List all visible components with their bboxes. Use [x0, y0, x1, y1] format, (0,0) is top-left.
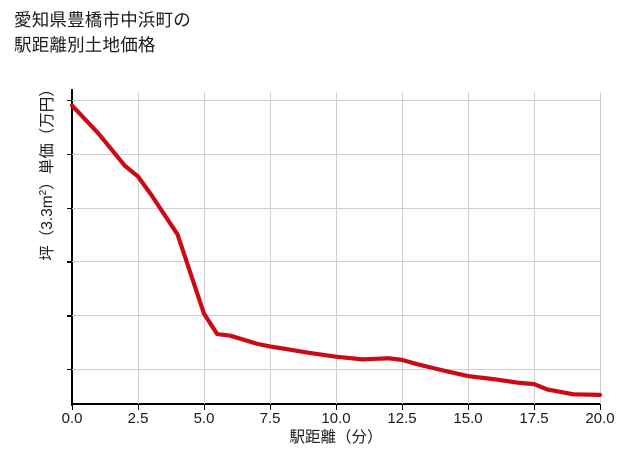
gridline-vertical	[468, 92, 469, 404]
x-tick-mark	[270, 405, 272, 410]
x-tick-label: 20.0	[585, 410, 615, 427]
y-tick-mark	[67, 261, 72, 263]
gridline-vertical	[270, 92, 271, 404]
x-tick-mark	[138, 405, 140, 410]
y-tick-mark	[67, 207, 72, 210]
x-tick-mark	[204, 405, 206, 410]
gridline-vertical	[534, 92, 535, 404]
x-tick-mark	[534, 405, 536, 410]
gridline-vertical	[402, 92, 403, 404]
x-tick-mark	[336, 405, 338, 410]
x-tick-label: 17.5	[519, 410, 549, 427]
x-tick-mark	[72, 405, 74, 410]
y-axis-label-superscript: 2	[37, 189, 49, 196]
gridline-vertical	[600, 92, 601, 404]
x-tick-label: 12.5	[387, 410, 417, 427]
y-tick-mark	[67, 369, 72, 371]
x-tick-label: 10.0	[321, 410, 351, 427]
x-axis-label: 駅距離（分）	[289, 429, 383, 446]
x-tick-label: 0.0	[61, 410, 83, 427]
x-tick-mark	[600, 405, 602, 410]
plot-area: 272829303132 0.02.55.07.510.012.515.017.…	[62, 89, 615, 427]
x-tick-label: 15.0	[453, 410, 483, 427]
y-tick-mark	[67, 315, 72, 317]
line-series-group	[69, 103, 603, 397]
y-tick-mark	[67, 100, 72, 102]
x-tick-mark	[402, 405, 404, 410]
y-axis-label: 坪（3.3m2）単価（万円）	[35, 21, 57, 321]
y-axis-label-prefix: 坪（3.3m	[39, 195, 56, 261]
x-tick-label: 7.5	[259, 410, 281, 427]
gridline-vertical	[138, 92, 139, 404]
y-axis-label-suffix: ）単価（万円）	[39, 81, 56, 190]
x-tick-label: 5.0	[193, 410, 215, 427]
y-tick-mark	[67, 153, 72, 156]
x-tick-label: 2.5	[127, 410, 149, 427]
gridline-vertical	[336, 92, 337, 404]
x-tick-mark	[468, 405, 470, 410]
page-title: 愛知県豊橋市中浜町の 駅距離別土地価格	[14, 10, 191, 56]
y-axis-line	[71, 89, 74, 406]
gridline-vertical	[204, 92, 205, 404]
series-line-tsubo-tanka	[69, 103, 603, 397]
